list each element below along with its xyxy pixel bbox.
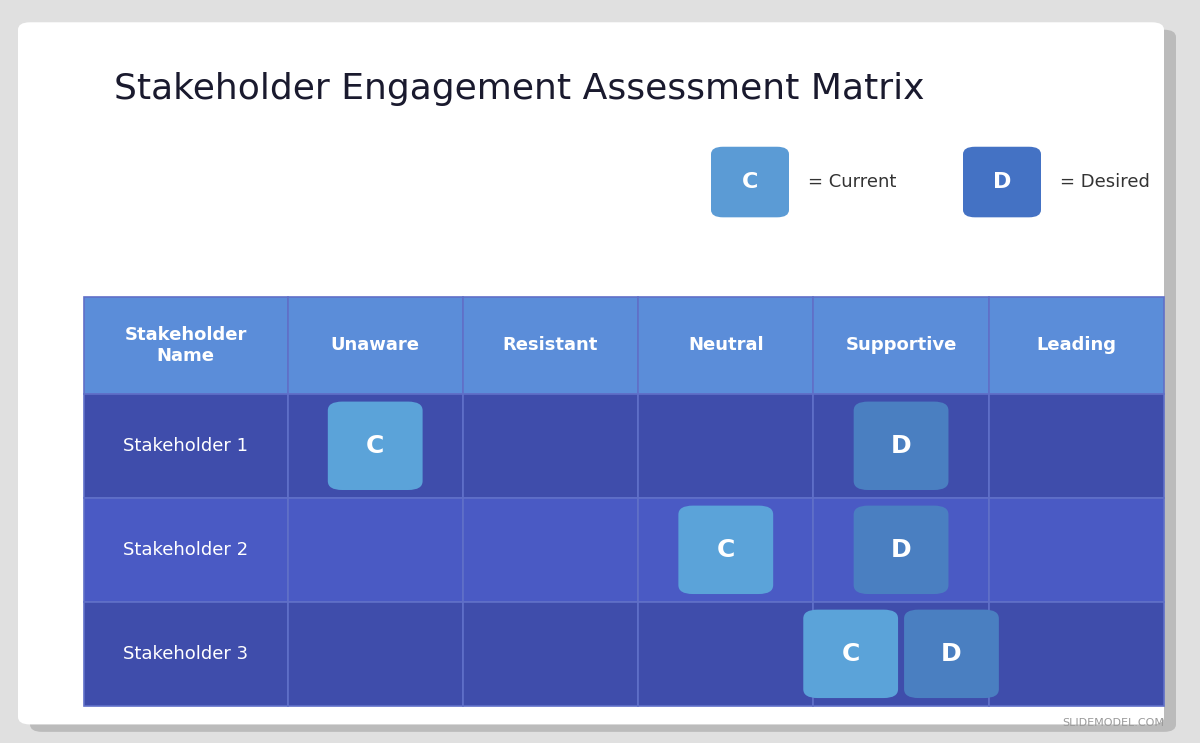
FancyBboxPatch shape [814,297,989,394]
Text: Resistant: Resistant [503,337,598,354]
Text: C: C [716,538,734,562]
Text: D: D [890,434,911,458]
FancyBboxPatch shape [814,498,989,602]
FancyBboxPatch shape [638,297,814,394]
Text: D: D [890,538,911,562]
Text: C: C [366,434,384,458]
FancyBboxPatch shape [989,297,1164,394]
Text: Neutral: Neutral [688,337,763,354]
FancyBboxPatch shape [288,602,463,706]
FancyBboxPatch shape [84,602,288,706]
FancyBboxPatch shape [678,506,773,594]
FancyBboxPatch shape [288,394,463,498]
FancyBboxPatch shape [638,394,814,498]
FancyBboxPatch shape [328,402,422,490]
FancyBboxPatch shape [84,297,288,394]
Text: Leading: Leading [1037,337,1116,354]
Text: D: D [992,172,1012,192]
FancyBboxPatch shape [638,498,814,602]
Text: C: C [742,172,758,192]
FancyBboxPatch shape [989,602,1164,706]
Text: C: C [841,642,860,666]
FancyBboxPatch shape [814,394,989,498]
FancyBboxPatch shape [463,297,638,394]
FancyBboxPatch shape [288,297,463,394]
Text: Stakeholder 2: Stakeholder 2 [124,541,248,559]
FancyBboxPatch shape [989,394,1164,498]
FancyBboxPatch shape [30,30,1176,732]
Text: Unaware: Unaware [331,337,420,354]
FancyBboxPatch shape [803,609,898,698]
FancyBboxPatch shape [904,609,998,698]
FancyBboxPatch shape [989,498,1164,602]
FancyBboxPatch shape [463,394,638,498]
Text: = Current: = Current [808,173,896,191]
FancyBboxPatch shape [814,602,989,706]
FancyBboxPatch shape [18,22,1164,724]
Text: Stakeholder
Name: Stakeholder Name [125,326,247,365]
FancyBboxPatch shape [463,602,638,706]
Text: Stakeholder Engagement Assessment Matrix: Stakeholder Engagement Assessment Matrix [114,72,924,106]
Text: D: D [941,642,961,666]
FancyBboxPatch shape [853,402,948,490]
FancyBboxPatch shape [964,146,1042,217]
FancyBboxPatch shape [84,498,288,602]
Text: = Desired: = Desired [1060,173,1150,191]
Text: Stakeholder 1: Stakeholder 1 [124,437,248,455]
Text: Stakeholder 3: Stakeholder 3 [124,645,248,663]
FancyBboxPatch shape [853,506,948,594]
FancyBboxPatch shape [710,146,790,217]
FancyBboxPatch shape [84,394,288,498]
Text: SLIDEMODEL.COM: SLIDEMODEL.COM [1062,718,1164,728]
Text: Supportive: Supportive [845,337,956,354]
FancyBboxPatch shape [463,498,638,602]
FancyBboxPatch shape [288,498,463,602]
FancyBboxPatch shape [638,602,814,706]
